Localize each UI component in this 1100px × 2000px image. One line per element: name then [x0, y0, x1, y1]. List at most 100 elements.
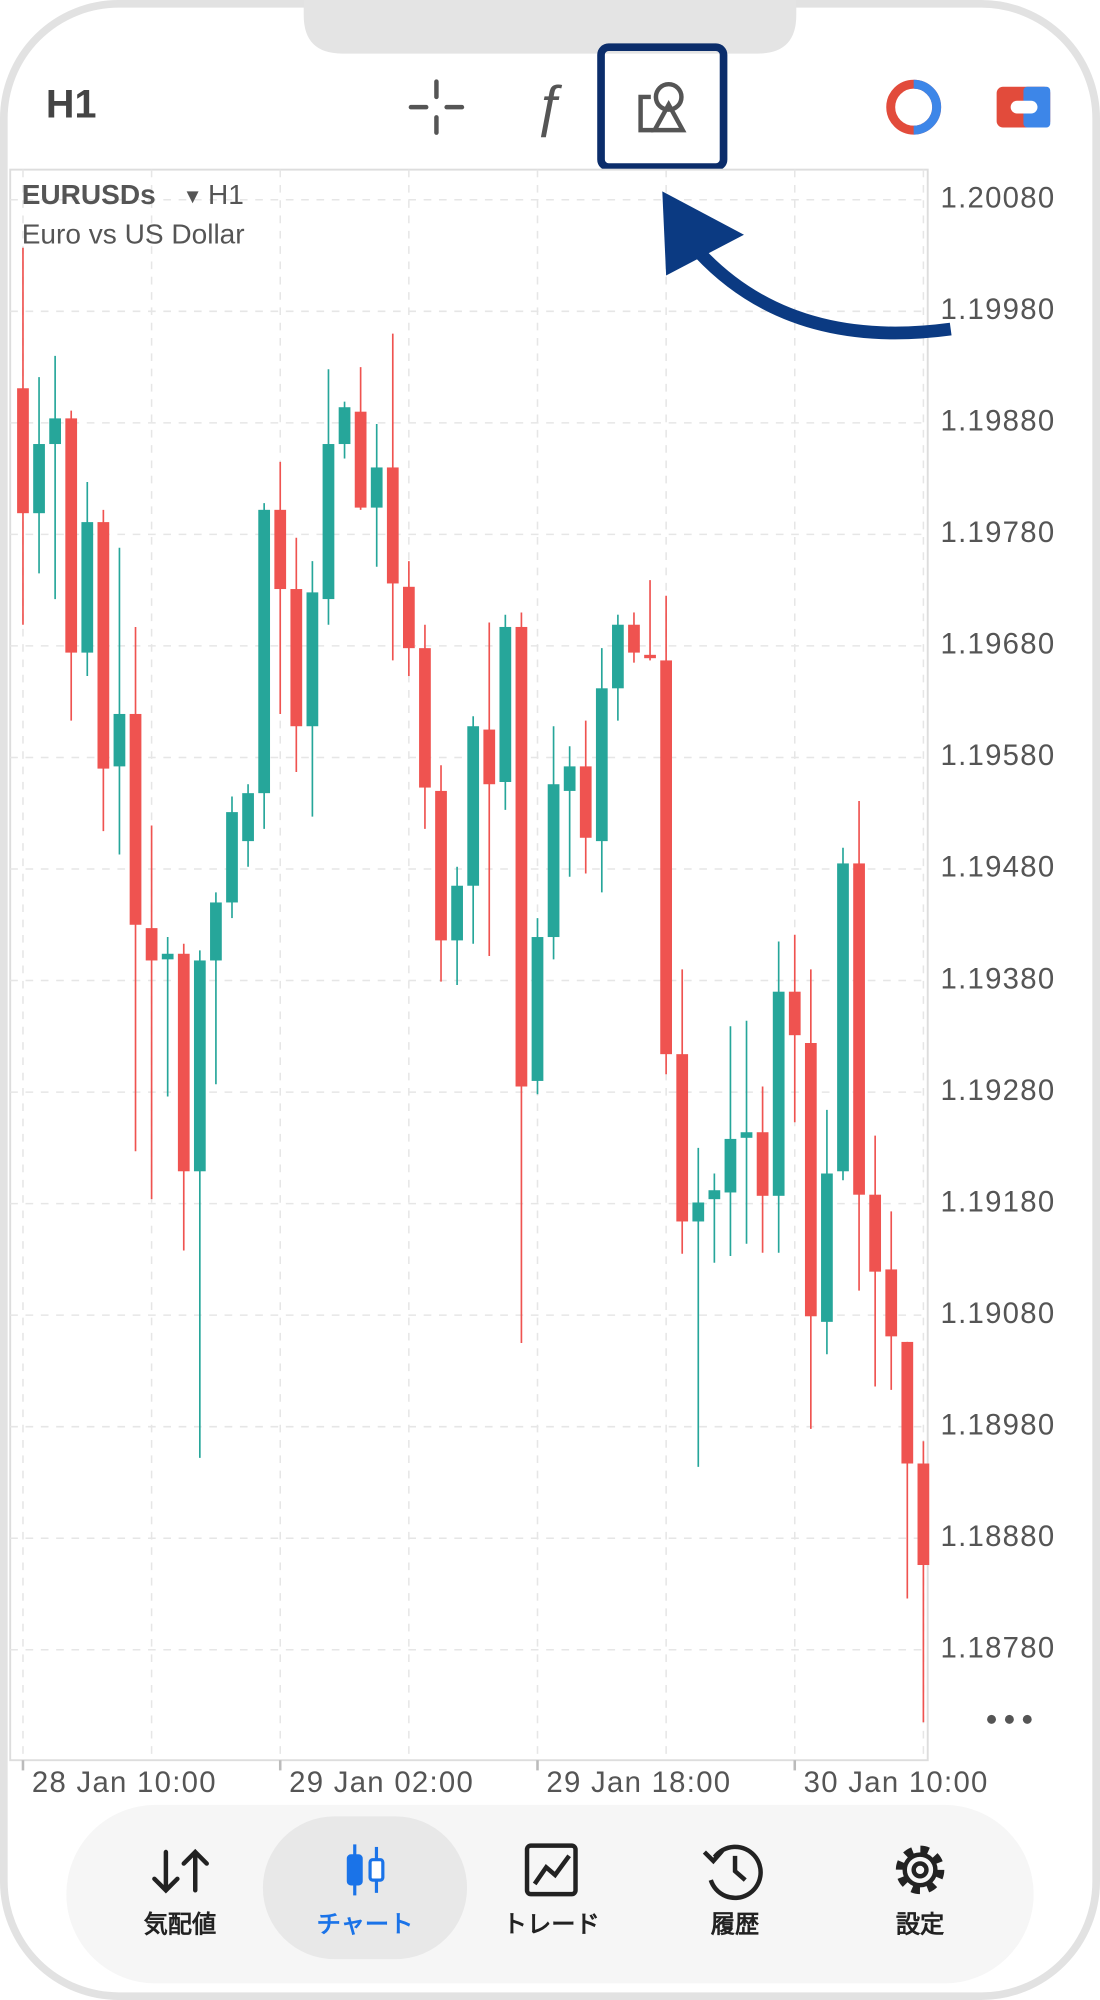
candle-body	[483, 729, 496, 785]
candle-body	[563, 766, 576, 791]
nav-settings[interactable]: 設定	[895, 1845, 945, 1939]
candle-body	[901, 1341, 914, 1464]
candle-body	[81, 522, 94, 653]
timeframe-button[interactable]: H1	[46, 83, 97, 127]
chart	[10, 169, 930, 1761]
candle-body	[65, 418, 78, 653]
candle-body	[788, 991, 801, 1036]
x-tick-label: 28 Jan 10:00	[32, 1766, 217, 1799]
candle-body	[402, 586, 415, 649]
nav-history[interactable]: 履歴	[702, 1844, 763, 1939]
y-tick-label: 1.19880	[940, 405, 1055, 438]
nav-label[interactable]: 履歴	[711, 1911, 759, 1938]
candle-body	[435, 790, 447, 941]
candle-body	[322, 444, 335, 600]
y-tick-label: 1.19780	[940, 516, 1055, 549]
y-tick-label: 1.19980	[940, 293, 1055, 326]
candle-body	[113, 713, 126, 767]
candle-body	[161, 953, 174, 960]
y-tick-label: 1.19080	[940, 1297, 1055, 1330]
candle-body	[290, 589, 303, 727]
candle-body	[821, 1173, 833, 1322]
candle-body	[17, 388, 29, 514]
candle-body	[499, 626, 512, 782]
y-tick-label: 1.19680	[940, 628, 1055, 661]
crosshair-icon[interactable]	[408, 79, 465, 135]
candle-body	[692, 1202, 705, 1222]
candle-body	[49, 418, 61, 445]
candle-body	[97, 522, 110, 769]
candle-body	[354, 411, 367, 508]
candle-body	[853, 863, 865, 1195]
candle-body	[515, 626, 528, 1087]
trade-icon[interactable]	[996, 86, 1051, 128]
candle-body	[210, 902, 222, 961]
candle-body	[676, 1054, 689, 1222]
plot-area	[9, 168, 929, 1762]
candle-body	[628, 624, 640, 653]
y-tick-label: 1.20080	[940, 182, 1055, 215]
candle-body	[595, 688, 608, 842]
nav-trade[interactable]: トレード	[503, 1843, 600, 1939]
y-tick-label: 1.18880	[940, 1520, 1055, 1553]
candle-body	[740, 1132, 753, 1138]
candle-body	[386, 467, 399, 584]
candle-body	[612, 624, 624, 689]
candle-body	[274, 509, 287, 590]
candle-body	[772, 991, 785, 1196]
indicators-icon[interactable]: ƒ	[533, 74, 564, 138]
candle-body	[885, 1269, 898, 1337]
highlight-box	[597, 43, 728, 171]
nav-quotes[interactable]: 気配値	[144, 1848, 217, 1938]
account-icon[interactable]	[886, 79, 942, 135]
y-tick-label: 1.19180	[940, 1185, 1055, 1218]
candle-body	[451, 885, 463, 941]
candle-body	[869, 1194, 882, 1272]
candle-body	[644, 654, 656, 659]
candle-body	[756, 1132, 769, 1196]
candle-body	[129, 713, 142, 925]
nav-label[interactable]: 設定	[896, 1911, 944, 1938]
candle-body	[837, 863, 849, 1172]
candle-body	[917, 1463, 930, 1566]
candle-body	[547, 784, 560, 938]
nav-active-bg	[262, 1816, 468, 1960]
y-tick-label: 1.19380	[940, 962, 1055, 995]
y-tick-label: 1.19280	[940, 1074, 1055, 1107]
notch	[303, 0, 797, 54]
candle-body	[708, 1190, 721, 1200]
candle-body	[467, 726, 480, 886]
candle-body	[804, 1043, 817, 1317]
more-icon[interactable]	[987, 1714, 1032, 1724]
nav-chart[interactable]: チャート	[317, 1844, 414, 1938]
candle-body	[145, 928, 158, 961]
x-tick-label: 29 Jan 02:00	[289, 1766, 474, 1799]
nav-label[interactable]: トレード	[503, 1911, 600, 1938]
candle-body	[370, 467, 383, 508]
y-tick-label: 1.18780	[940, 1632, 1055, 1665]
candle-body	[531, 937, 544, 1081]
x-tick-label: 30 Jan 10:00	[804, 1766, 989, 1799]
y-tick-label: 1.19580	[940, 739, 1055, 772]
x-tick-label: 29 Jan 18:00	[546, 1766, 731, 1799]
symbol-dropdown[interactable]: ▼	[182, 186, 202, 208]
candle-body	[660, 660, 672, 1055]
candle-body	[193, 960, 206, 1172]
objects-icon[interactable]	[638, 81, 687, 133]
candle-body	[242, 793, 254, 842]
candle-body	[579, 766, 592, 838]
candle-body	[419, 648, 431, 788]
nav-label[interactable]: チャート	[317, 1911, 414, 1938]
nav-label[interactable]: 気配値	[144, 1910, 217, 1938]
candle-body	[258, 509, 271, 794]
candle-body	[724, 1138, 737, 1193]
symbol-description: Euro vs US Dollar	[22, 218, 245, 249]
symbol[interactable]: EURUSDs	[22, 179, 156, 210]
candle-body	[177, 953, 190, 1172]
candle-body	[226, 812, 238, 903]
chart-timeframe: H1	[208, 179, 244, 210]
y-tick-label: 1.18980	[940, 1408, 1055, 1441]
candle-body	[338, 407, 351, 445]
candle-body	[33, 444, 45, 514]
